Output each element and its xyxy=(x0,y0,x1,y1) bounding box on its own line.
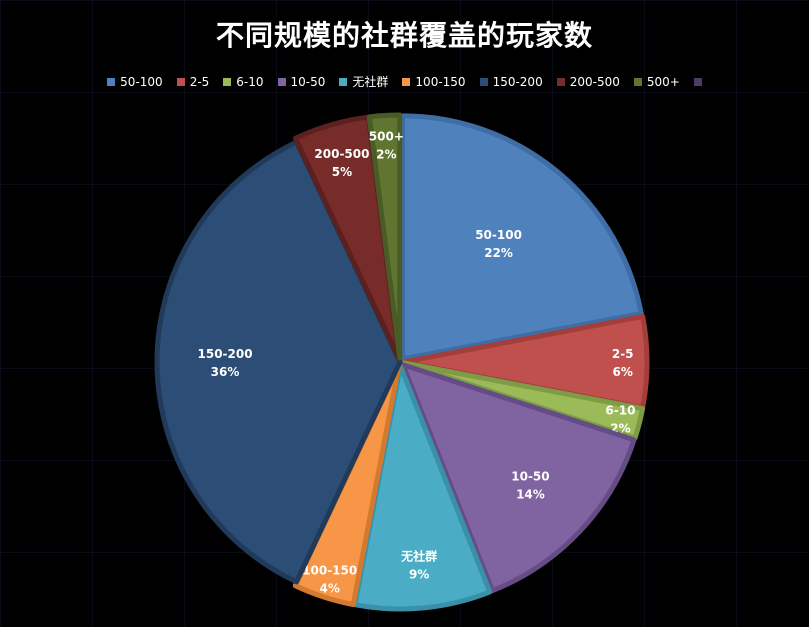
pie-slice-1 xyxy=(400,113,644,362)
legend-label: 10-50 xyxy=(290,74,326,89)
legend-item: 150-200 xyxy=(479,74,543,89)
legend-label: 50-100 xyxy=(120,74,163,89)
legend-item: 10-50 xyxy=(277,74,326,89)
legend-label: 2-5 xyxy=(189,74,210,89)
legend-swatch xyxy=(402,77,411,86)
slice-label-percent: 6% xyxy=(613,365,633,379)
legend-label: 无社群 xyxy=(352,75,389,89)
legend-swatch xyxy=(223,77,232,86)
pie-slice-5 xyxy=(352,363,493,612)
slice-label-percent: 4% xyxy=(319,581,339,595)
slice-label-percent: 9% xyxy=(409,567,429,581)
pie-slice-4 xyxy=(400,362,637,594)
legend-label: 6-10 xyxy=(236,74,264,89)
slice-label-percent: 5% xyxy=(332,165,352,179)
legend-item: 无社群 xyxy=(339,73,388,90)
pie-slice-6 xyxy=(292,363,402,607)
legend-item xyxy=(693,77,702,86)
slice-label-percent: 22% xyxy=(484,246,513,260)
legend-swatch xyxy=(107,77,116,86)
pie-slice-7 xyxy=(154,139,403,585)
legend-swatch xyxy=(479,77,488,86)
legend-item: 200-500 xyxy=(556,74,620,89)
legend-swatch xyxy=(339,77,348,86)
slice-label-percent: 2% xyxy=(376,148,396,162)
slice-label-name: 2-5 xyxy=(612,347,634,361)
slice-label-name: 150-200 xyxy=(198,347,253,361)
legend-item: 2-5 xyxy=(176,74,210,89)
chart-title: 不同规模的社群覆盖的玩家数 xyxy=(215,19,593,52)
slice-label-name: 10-50 xyxy=(511,470,549,484)
slice-label-name: 500+ xyxy=(369,130,404,144)
slice-label-name: 200-500 xyxy=(314,147,369,161)
legend-swatch xyxy=(277,77,286,86)
legend-swatch xyxy=(633,77,642,86)
legend-item: 6-10 xyxy=(223,74,264,89)
legend-item: 500+ xyxy=(633,74,680,89)
legend-swatch xyxy=(176,77,185,86)
legend-item: 50-100 xyxy=(107,75,163,89)
legend-label: 500+ xyxy=(646,74,680,89)
legend-label: 100-150 xyxy=(415,74,466,89)
slice-label-percent: 36% xyxy=(211,365,240,379)
pie-slice-9 xyxy=(366,112,403,361)
chart-legend: 50-100 2-5 6-10 10-50 无社群 100-150 150-200 200-5… xyxy=(0,73,809,90)
slice-label-percent: 14% xyxy=(516,488,545,502)
slice-label-name: 50-100 xyxy=(475,228,522,242)
slice-label-name: 100-150 xyxy=(302,563,357,577)
legend-label: 200-500 xyxy=(569,74,620,89)
legend-swatch xyxy=(556,77,565,86)
slice-label-name: 无社群 xyxy=(400,548,437,563)
legend-label: 150-200 xyxy=(492,74,543,89)
slice-label-name: 6-10 xyxy=(605,404,635,418)
legend-swatch xyxy=(693,77,702,86)
legend-item: 100-150 xyxy=(402,74,466,89)
